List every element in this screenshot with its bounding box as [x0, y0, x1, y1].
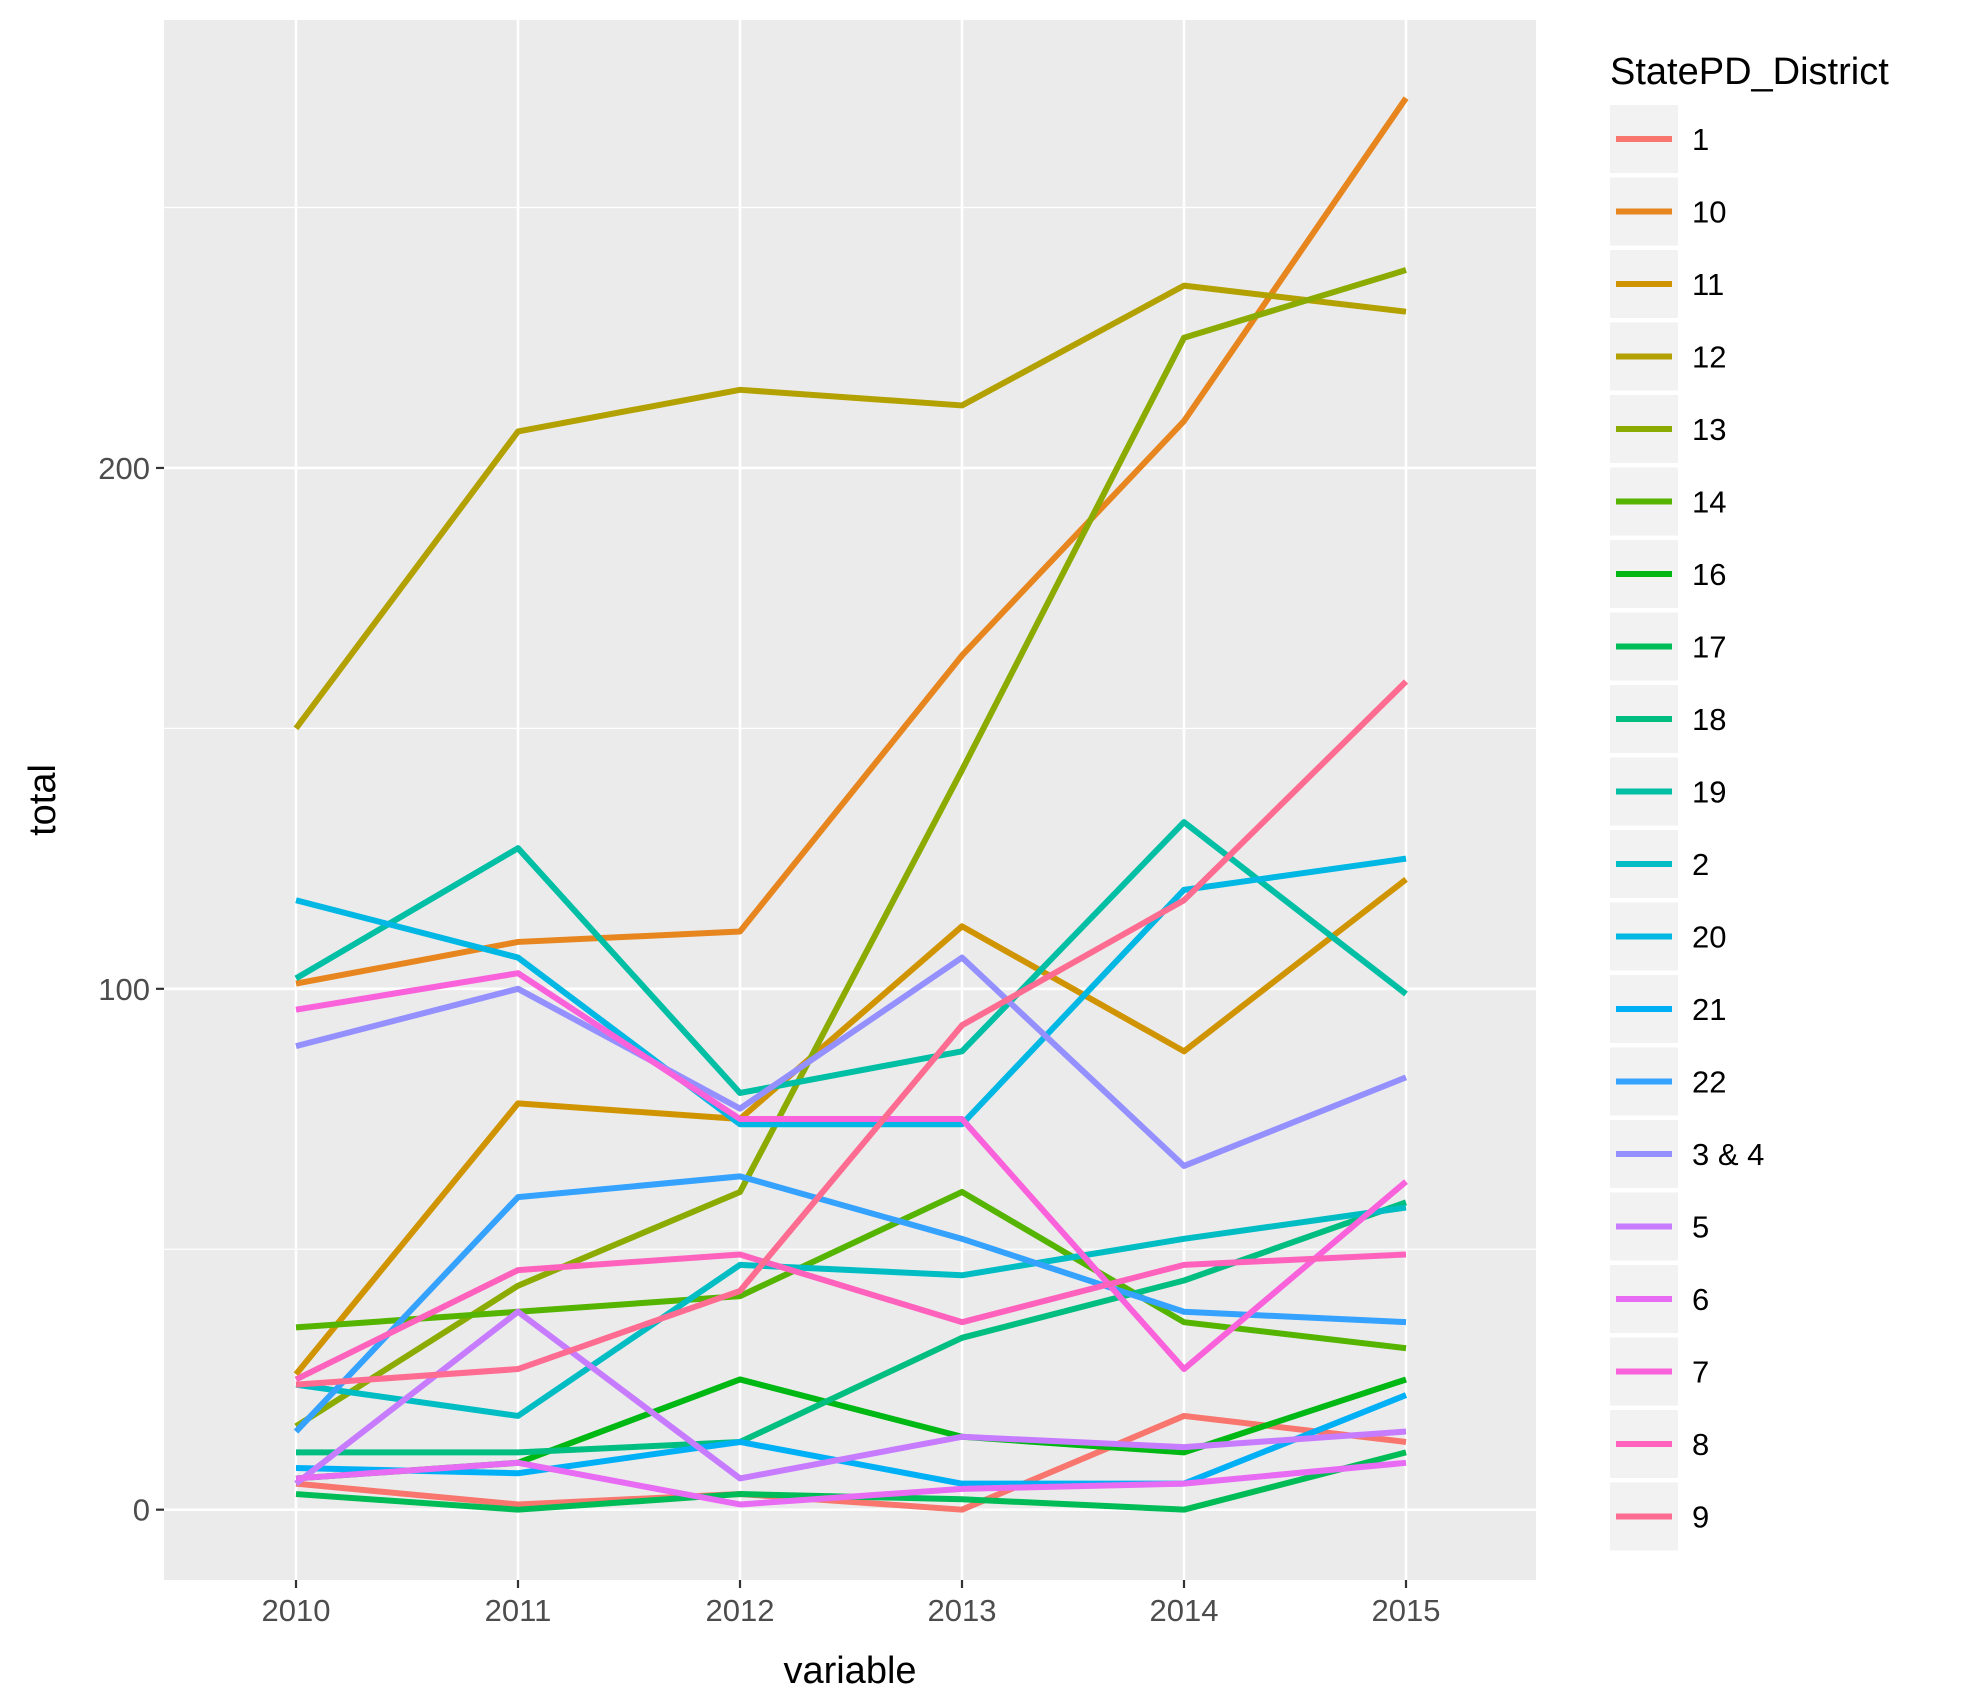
series-line-5 [294, 1308, 1407, 1487]
legend: 1 10 11 12 13 14 16 17 18 19 2 20 21 22 3 & 4 5 6 7 8 9 [1610, 105, 1764, 1551]
legend-label: 17 [1692, 630, 1726, 665]
series-line-18 [296, 1199, 1407, 1456]
series-line-9 [295, 679, 1409, 1388]
x-tick-label: 2015 [1372, 1593, 1441, 1628]
legend-label: 5 [1692, 1210, 1709, 1245]
legend-label: 6 [1692, 1282, 1709, 1317]
legend-label: 10 [1692, 195, 1726, 230]
series-line-8 [294, 1251, 1407, 1383]
legend-label: 22 [1692, 1065, 1726, 1100]
legend-label: 1 [1692, 122, 1709, 157]
y-tick-label: 0 [133, 1493, 150, 1528]
legend-label: 12 [1692, 340, 1726, 375]
series-line-2 [295, 1204, 1407, 1419]
series-line-1 [295, 1412, 1407, 1513]
legend-label: 14 [1692, 485, 1726, 520]
x-tick-label: 2010 [262, 1593, 331, 1628]
series-line-12 [293, 282, 1407, 731]
legend-label: 11 [1692, 267, 1724, 302]
series-line-14 [295, 1188, 1407, 1352]
series-line-19 [294, 819, 1408, 1096]
series-line-6 [295, 1459, 1407, 1508]
series-line-22 [293, 1173, 1407, 1434]
legend-label: 18 [1692, 702, 1726, 737]
legend-label: 20 [1692, 920, 1726, 955]
legend-label: 16 [1692, 557, 1726, 592]
series-line-7 [295, 970, 1408, 1373]
y-axis-title: total [22, 764, 64, 836]
legend-label: 9 [1692, 1500, 1709, 1535]
legend-label: 3 & 4 [1692, 1137, 1764, 1172]
minor-gridlines [164, 206, 1536, 1250]
series-line-21 [295, 1392, 1408, 1487]
series-lines [293, 96, 1409, 1513]
y-axis-ticks: 0 100 200 [98, 451, 164, 1528]
series-line-11 [293, 877, 1408, 1377]
legend-label: 8 [1692, 1427, 1709, 1462]
x-axis-title: variable [783, 1650, 916, 1692]
y-tick-label: 200 [98, 451, 150, 486]
legend-label: 13 [1692, 412, 1726, 447]
series-line-13 [294, 267, 1407, 1429]
series-line-3-4 [295, 954, 1408, 1169]
legend-label: 21 [1692, 992, 1726, 1027]
x-tick-label: 2014 [1150, 1593, 1219, 1628]
x-tick-label: 2013 [928, 1593, 997, 1628]
legend-label: 7 [1692, 1355, 1709, 1390]
legend-label: 19 [1692, 775, 1726, 810]
y-tick-label: 100 [98, 972, 150, 1007]
series-line-20 [295, 855, 1407, 1128]
x-tick-label: 2012 [706, 1593, 775, 1628]
legend-title: StatePD_District [1610, 51, 1889, 93]
x-tick-label: 2011 [485, 1593, 552, 1628]
legend-label: 2 [1692, 847, 1709, 882]
x-axis-ticks: 2010 2011 2012 2013 2014 2015 [262, 1580, 1441, 1628]
